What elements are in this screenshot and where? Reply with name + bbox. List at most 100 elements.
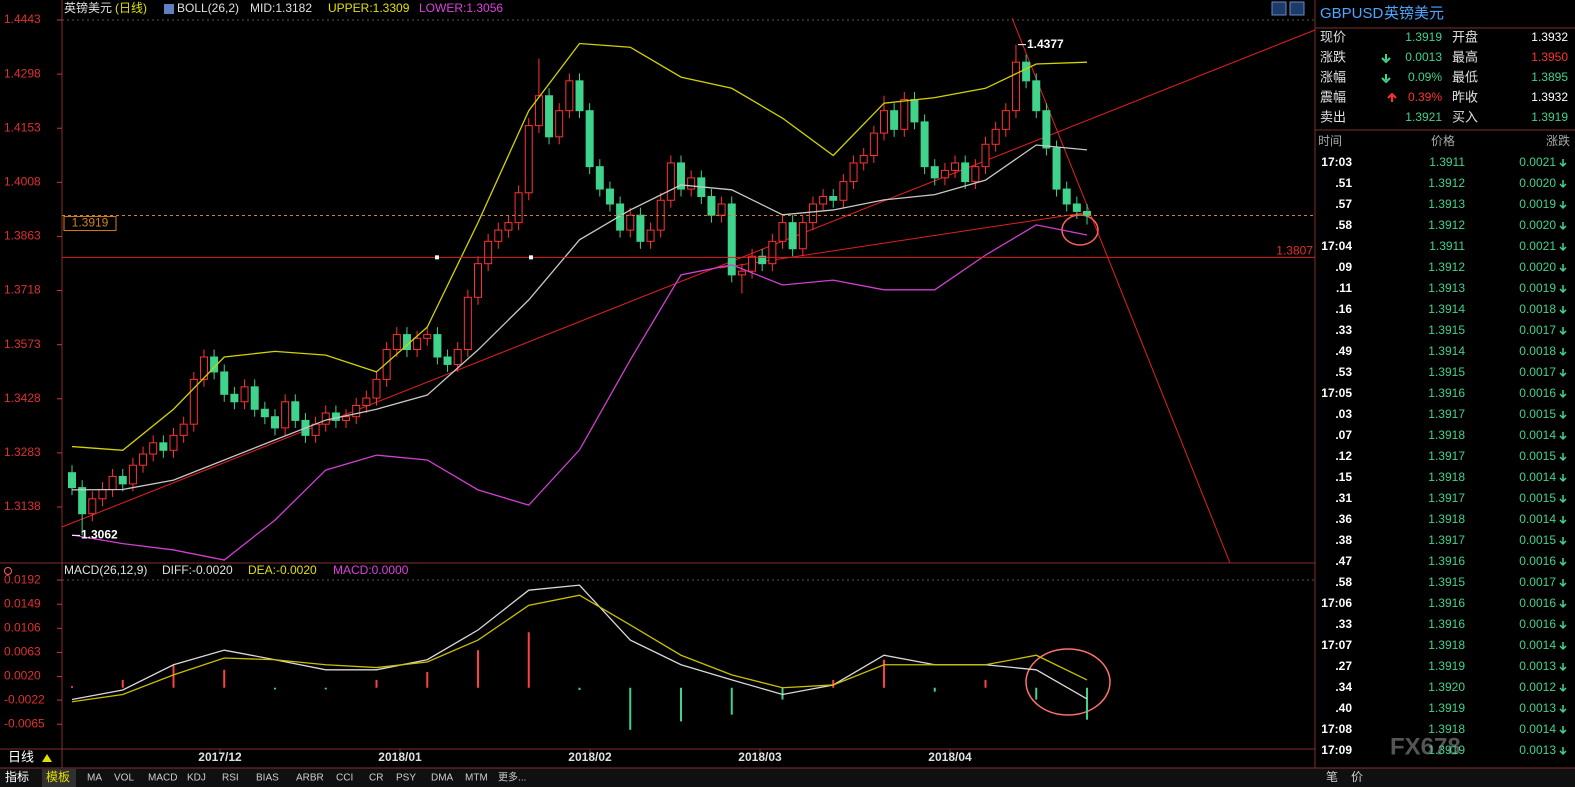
col-header: 时间 xyxy=(1318,134,1342,148)
quote-label: 买入 xyxy=(1452,109,1478,124)
period-switch[interactable]: 日线 xyxy=(8,749,34,764)
down-arrow xyxy=(1559,663,1567,672)
tick-change: 0.0014 xyxy=(1519,428,1556,442)
candle-body xyxy=(778,222,787,242)
quote-value: 1.3950 xyxy=(1531,50,1568,64)
quote-value: 1.3932 xyxy=(1531,30,1568,44)
toolbar-tab[interactable]: RSI xyxy=(222,773,239,784)
candle-body xyxy=(616,203,625,231)
indicator: BOLL(26,2) xyxy=(177,1,239,15)
candle-body xyxy=(149,442,158,455)
tick-change: 0.0016 xyxy=(1519,617,1556,631)
quote-label: 现价 xyxy=(1320,29,1346,44)
quote-label: 开盘 xyxy=(1452,29,1478,44)
y-tick-label: 1.4008 xyxy=(4,175,41,189)
tick-price: 1.3912 xyxy=(1428,260,1465,274)
candle-body xyxy=(768,240,777,265)
toolbar-tab[interactable]: MACD xyxy=(148,773,177,784)
tick-price: 1.3911 xyxy=(1429,155,1465,169)
down-arrow xyxy=(1559,180,1567,189)
toolbar-tab[interactable]: PSY xyxy=(396,773,416,784)
col-header: 涨跌 xyxy=(1546,133,1570,148)
candle-body xyxy=(342,416,351,421)
toolbar-tab[interactable]: 笔 xyxy=(1326,769,1338,784)
candle-body xyxy=(666,162,675,201)
tick-price: 1.3915 xyxy=(1428,323,1465,337)
toolbar-tab[interactable]: CR xyxy=(369,773,383,784)
y-tick-label: 1.3573 xyxy=(4,337,41,351)
tick-change: 0.0014 xyxy=(1519,722,1556,736)
tick-price: 1.3916 xyxy=(1428,617,1465,631)
candle-body xyxy=(311,423,320,436)
toolbar-tab[interactable]: VOL xyxy=(114,773,134,784)
toolbar-tab[interactable]: ARBR xyxy=(296,773,324,784)
tick-time: .49 xyxy=(1335,344,1352,358)
candle-body xyxy=(869,132,878,156)
candle-body xyxy=(595,166,604,190)
tick-price: 1.3917 xyxy=(1428,533,1465,547)
candle-body xyxy=(1022,61,1031,82)
y-tick-label: 0.0149 xyxy=(4,596,41,610)
candle-body xyxy=(68,472,76,489)
toolbar-tab[interactable]: 更多... xyxy=(498,771,526,784)
down-arrow xyxy=(1559,243,1567,252)
line-handle xyxy=(435,255,439,260)
candle-body xyxy=(1032,80,1041,112)
toolbar-tab[interactable]: MA xyxy=(87,773,102,784)
tick-change: 0.0015 xyxy=(1519,533,1556,547)
candle-body xyxy=(636,214,645,242)
tick-price: 1.3916 xyxy=(1428,386,1465,400)
toolbar-tab[interactable]: KDJ xyxy=(187,773,206,784)
button[interactable] xyxy=(1271,1,1287,16)
boll-line xyxy=(71,144,1088,491)
toolbar-tab[interactable]: CCI xyxy=(336,773,353,784)
toolbar-tab[interactable]: 价 xyxy=(1351,770,1363,784)
candle-body xyxy=(443,356,452,365)
indicator-icon[interactable] xyxy=(164,4,174,14)
candle-body xyxy=(108,475,117,490)
tick-change: 0.0013 xyxy=(1519,743,1556,757)
candle-body xyxy=(626,214,635,231)
y-tick-label: -0.0065 xyxy=(4,716,45,730)
candle-body xyxy=(382,349,391,380)
candle-body xyxy=(1062,188,1071,205)
button[interactable] xyxy=(1289,1,1305,16)
candle-body xyxy=(362,397,371,407)
down-arrow xyxy=(1381,54,1391,64)
tick-time: .51 xyxy=(1335,176,1352,190)
macd-icon[interactable] xyxy=(4,567,12,575)
highlight-circle xyxy=(1025,648,1111,716)
tick-change: 0.0014 xyxy=(1519,470,1556,484)
candle-body xyxy=(271,416,279,429)
tick-price: 1.3912 xyxy=(1428,176,1465,190)
candle-body xyxy=(585,110,594,168)
symbol: 英镑美元 xyxy=(64,0,112,15)
tick-time: .53 xyxy=(1335,365,1352,379)
trend-line xyxy=(1011,17,1231,564)
tick-price: 1.3915 xyxy=(1428,575,1465,589)
quote-label: 涨幅 xyxy=(1320,69,1346,84)
down-arrow xyxy=(1559,411,1567,420)
candle-body xyxy=(829,196,838,201)
tick-price: 1.3918 xyxy=(1428,470,1465,484)
candle-body xyxy=(1001,110,1010,130)
candle-body xyxy=(372,378,381,399)
candle-body xyxy=(463,296,472,351)
toolbar-tab[interactable]: DMA xyxy=(431,773,454,784)
toolbar-tab[interactable]: MTM xyxy=(465,773,488,784)
candle-body xyxy=(392,334,401,351)
candle-body xyxy=(230,393,239,403)
down-arrow xyxy=(1559,579,1567,588)
quote-label: 震幅 xyxy=(1320,89,1346,104)
trend-line xyxy=(719,211,1091,269)
toolbar-tab[interactable]: 模板 xyxy=(46,770,70,784)
tick-time: 17:04 xyxy=(1321,239,1352,253)
toolbar-tab[interactable]: BIAS xyxy=(256,773,279,784)
toolbar-tab[interactable]: 指标 xyxy=(5,769,29,784)
tick-change: 0.0018 xyxy=(1519,344,1556,358)
tick-time: .09 xyxy=(1335,260,1352,274)
candle-body xyxy=(737,270,746,276)
candle-body xyxy=(98,488,107,500)
down-arrow xyxy=(1559,285,1567,294)
candle-body xyxy=(930,166,939,179)
